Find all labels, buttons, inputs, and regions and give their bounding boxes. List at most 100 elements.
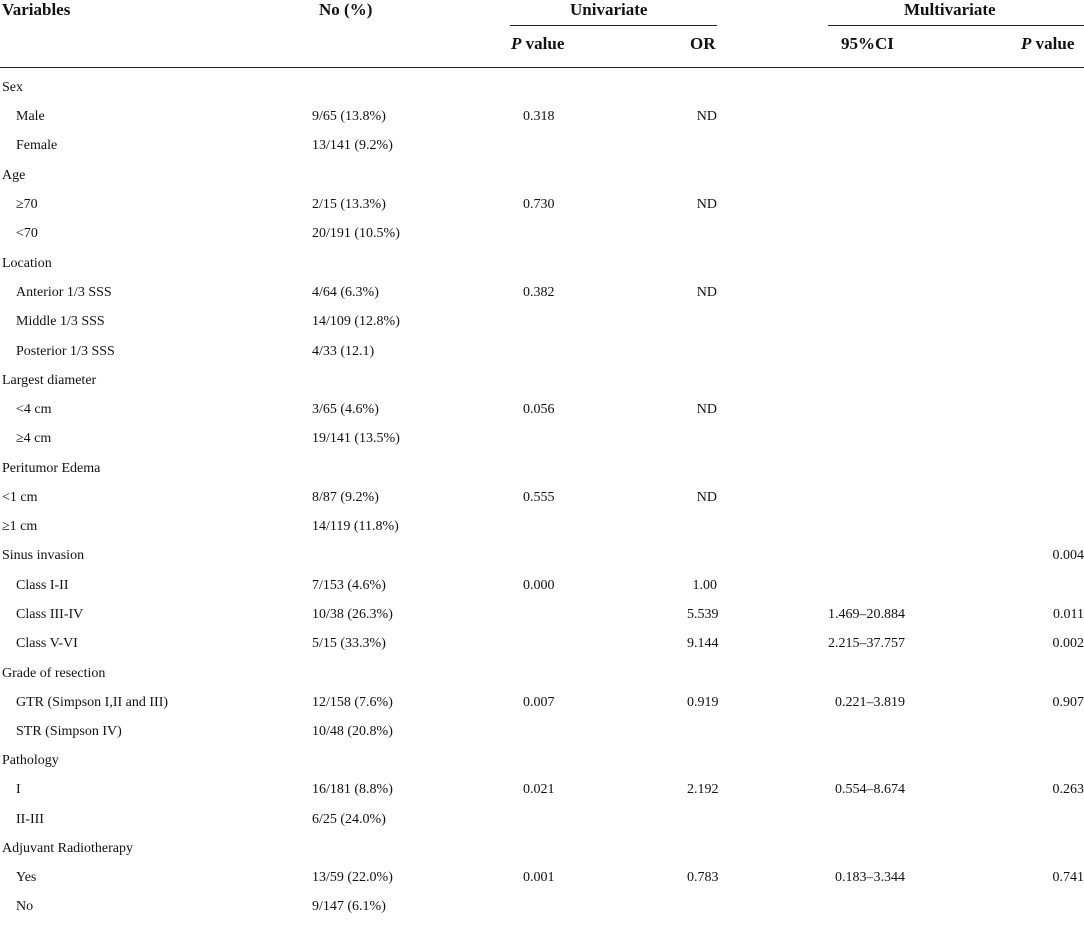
row-no: 16/181 (8.8%) [312, 782, 393, 797]
table-row: <4 cm 3/65 (4.6%) 0.056 ND [0, 402, 1084, 431]
row-no: 5/15 (33.3%) [312, 636, 386, 651]
table-row: II-III 6/25 (24.0%) [0, 812, 1084, 841]
row-no: 9/65 (13.8%) [312, 109, 386, 124]
row-or: ND [696, 490, 717, 505]
row-no: 6/25 (24.0%) [312, 812, 386, 827]
row-mp: 0.907 [1052, 695, 1084, 710]
row-variable: Class I-II [16, 578, 69, 593]
table-row: No 9/147 (6.1%) [0, 899, 1084, 928]
header-bottom-rule [0, 67, 1084, 68]
row-no: 9/147 (6.1%) [312, 899, 386, 914]
table-row: ≥4 cm 19/141 (13.5%) [0, 431, 1084, 460]
row-or: 1.00 [692, 578, 718, 593]
header-p-value-italic: P [511, 34, 522, 53]
table-row: ≥1 cm 14/119 (11.8%) [0, 519, 1084, 548]
row-variable: Age [2, 168, 26, 183]
header-or: OR [690, 34, 716, 53]
table-row: Posterior 1/3 SSS 4/33 (12.1) [0, 344, 1084, 373]
row-or: 2.192 [687, 782, 719, 797]
header-ci: 95%CI [841, 34, 894, 53]
row-mp: 0.002 [1052, 636, 1084, 651]
table-row: Class III-IV 10/38 (26.3%) 5.539 1.469–20.8… [0, 607, 1084, 636]
row-variable: GTR (Simpson I,II and III) [16, 695, 169, 710]
row-variable: Middle 1/3 SSS [16, 314, 105, 329]
row-variable: I [16, 782, 21, 797]
row-no: 4/33 (12.1) [312, 344, 375, 359]
row-mp: 0.004 [1052, 548, 1084, 563]
row-no: 12/158 (7.6%) [312, 695, 393, 710]
row-variable: Peritumor Edema [2, 461, 101, 476]
univariate-rule [510, 25, 717, 26]
table-row: Location [0, 256, 1084, 285]
row-no: 4/64 (6.3%) [312, 285, 379, 300]
header-univariate: Univariate [570, 0, 648, 19]
row-p: 0.318 [523, 109, 555, 124]
table-row: Largest diameter [0, 373, 1084, 402]
table-row: Yes 13/59 (22.0%) 0.001 0.783 0.183–3.344 0.7… [0, 870, 1084, 899]
row-variable: STR (Simpson IV) [16, 724, 122, 739]
row-variable: Class III-IV [16, 607, 84, 622]
row-or: 9.144 [687, 636, 719, 651]
row-no: 14/109 (12.8%) [312, 314, 400, 329]
row-variable: No [16, 899, 34, 914]
table-row: ≥70 2/15 (13.3%) 0.730 ND [0, 197, 1084, 226]
table-row: Age [0, 168, 1084, 197]
table-row: Female 13/141 (9.2%) [0, 138, 1084, 167]
table-row: Pathology [0, 753, 1084, 782]
row-no: 14/119 (11.8%) [312, 519, 399, 534]
table-row: <70 20/191 (10.5%) [0, 226, 1084, 255]
table-row: Class V-VI 5/15 (33.3%) 9.144 2.215–37.757 0… [0, 636, 1084, 665]
row-variable: Yes [16, 870, 37, 885]
row-ci: 1.469–20.884 [828, 607, 905, 622]
row-or: ND [696, 402, 717, 417]
header-no-pct: No (%) [319, 0, 373, 19]
row-no: 13/59 (22.0%) [312, 870, 393, 885]
row-variable: Sex [2, 80, 23, 95]
row-p: 0.007 [523, 695, 555, 710]
row-p: 0.056 [523, 402, 555, 417]
row-or: ND [696, 197, 717, 212]
row-ci: 0.554–8.674 [835, 782, 905, 797]
header-p-value: P value [511, 34, 564, 54]
row-no: 3/65 (4.6%) [312, 402, 379, 417]
table-row: <1 cm 8/87 (9.2%) 0.555 ND [0, 490, 1084, 519]
header-multivariate: Multivariate [904, 0, 996, 19]
row-p: 0.730 [523, 197, 555, 212]
row-no: 10/38 (26.3%) [312, 607, 393, 622]
row-no: 20/191 (10.5%) [312, 226, 400, 241]
row-no: 7/153 (4.6%) [312, 578, 386, 593]
table-row: Sinus invasion 0.004 [0, 548, 1084, 577]
row-variable: Male [16, 109, 45, 124]
row-variable: Posterior 1/3 SSS [16, 344, 115, 359]
table-row: Peritumor Edema [0, 461, 1084, 490]
row-p: 0.000 [523, 578, 555, 593]
row-ci: 0.183–3.344 [835, 870, 905, 885]
row-variable: <70 [16, 226, 38, 241]
row-p: 0.382 [523, 285, 555, 300]
table-row: STR (Simpson IV) 10/48 (20.8%) [0, 724, 1084, 753]
header-mp-rest: value [1031, 34, 1075, 53]
row-variable: Pathology [2, 753, 59, 768]
row-mp: 0.741 [1052, 870, 1084, 885]
row-no: 19/141 (13.5%) [312, 431, 400, 446]
table-row: Adjuvant Radiotherapy [0, 841, 1084, 870]
row-p: 0.555 [523, 490, 555, 505]
row-or: 5.539 [687, 607, 719, 622]
row-variable: Adjuvant Radiotherapy [2, 841, 134, 856]
row-variable: Location [2, 256, 52, 271]
row-or: 0.783 [687, 870, 719, 885]
table-row: Class I-II 7/153 (4.6%) 0.000 1.00 [0, 578, 1084, 607]
row-mp: 0.263 [1052, 782, 1084, 797]
row-variable: Anterior 1/3 SSS [16, 285, 112, 300]
table-row: GTR (Simpson I,II and III) 12/158 (7.6%) 0… [0, 695, 1084, 724]
row-mp: 0.011 [1053, 607, 1084, 622]
row-variable: <1 cm [2, 490, 38, 505]
multivariate-rule [828, 25, 1084, 26]
header-multivariate-p-value: P value [1021, 34, 1074, 54]
row-or: 0.919 [687, 695, 719, 710]
header-mp-italic: P [1021, 34, 1032, 53]
row-variable: Grade of resection [2, 666, 106, 681]
row-no: 2/15 (13.3%) [312, 197, 386, 212]
row-variable: <4 cm [16, 402, 52, 417]
table-row: Middle 1/3 SSS 14/109 (12.8%) [0, 314, 1084, 343]
